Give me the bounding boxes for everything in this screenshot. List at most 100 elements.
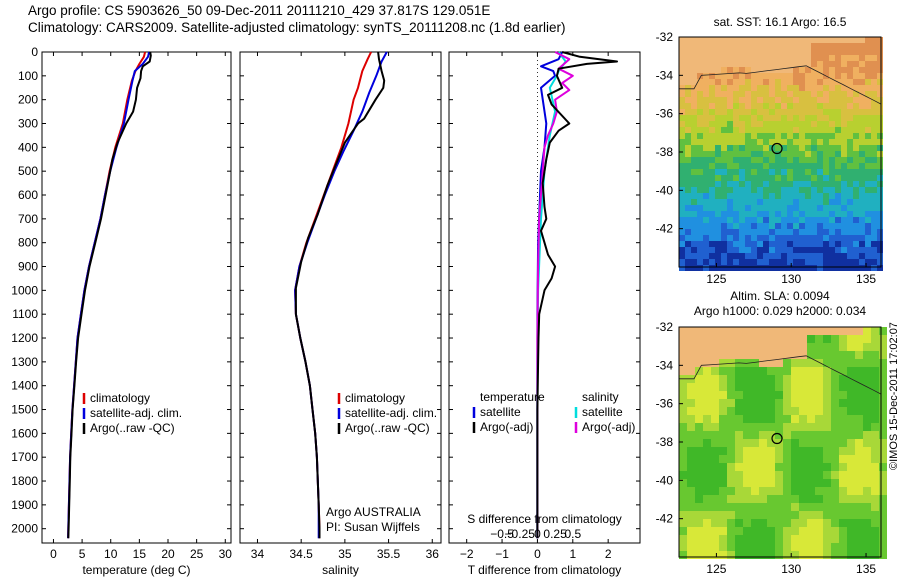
map-cell bbox=[839, 519, 847, 527]
map-cell bbox=[811, 103, 817, 109]
map-cell bbox=[691, 121, 697, 127]
map-cell bbox=[817, 229, 823, 235]
map-cell bbox=[871, 139, 877, 145]
map-cell bbox=[763, 139, 769, 145]
map-cell bbox=[859, 193, 865, 199]
map-cell bbox=[783, 551, 791, 559]
map-cell bbox=[727, 487, 735, 495]
map-cell bbox=[715, 79, 721, 85]
map-cell bbox=[745, 43, 751, 49]
map-cell bbox=[719, 551, 727, 559]
map-cell bbox=[807, 519, 815, 527]
map-cell bbox=[763, 187, 769, 193]
map-cell bbox=[687, 455, 695, 463]
map-cell bbox=[839, 503, 847, 511]
map-cell bbox=[709, 121, 715, 127]
map-cell bbox=[787, 247, 793, 253]
map-cell bbox=[799, 265, 805, 271]
map-cell bbox=[865, 193, 871, 199]
map-cell bbox=[679, 423, 687, 431]
map-cell bbox=[793, 103, 799, 109]
map-cell bbox=[871, 61, 877, 67]
map-cell bbox=[853, 217, 859, 223]
map-cell bbox=[835, 193, 841, 199]
map-cell bbox=[817, 67, 823, 73]
map-cell bbox=[727, 367, 735, 375]
map-cell bbox=[799, 551, 807, 559]
map-cell bbox=[697, 109, 703, 115]
x-tick-label: 5 bbox=[79, 547, 86, 561]
map-cell bbox=[781, 43, 787, 49]
map-cell bbox=[805, 37, 811, 43]
map-cell bbox=[799, 407, 807, 415]
map-cell bbox=[811, 235, 817, 241]
map-cell bbox=[877, 223, 883, 229]
map-cell bbox=[781, 121, 787, 127]
map-cell bbox=[871, 551, 879, 559]
map-cell bbox=[865, 97, 871, 103]
map-cell bbox=[799, 73, 805, 79]
map-cell bbox=[807, 375, 815, 383]
map-cell bbox=[791, 383, 799, 391]
map-cell bbox=[751, 217, 757, 223]
map-cell bbox=[815, 479, 823, 487]
map-cell bbox=[697, 91, 703, 97]
map-cell bbox=[879, 407, 887, 415]
map-cell bbox=[775, 193, 781, 199]
map-cell bbox=[791, 439, 799, 447]
map-cell bbox=[823, 265, 829, 271]
map-cell bbox=[763, 97, 769, 103]
map-cell bbox=[721, 109, 727, 115]
map-cell bbox=[815, 391, 823, 399]
map-cell bbox=[871, 157, 877, 163]
map-cell bbox=[879, 335, 887, 343]
map-cell bbox=[853, 193, 859, 199]
map-cell bbox=[859, 235, 865, 241]
map-cell bbox=[711, 423, 719, 431]
map-cell bbox=[859, 217, 865, 223]
map-cell bbox=[781, 139, 787, 145]
map-cell bbox=[817, 199, 823, 205]
map-cell bbox=[807, 399, 815, 407]
map-cell bbox=[853, 181, 859, 187]
map-cell bbox=[769, 193, 775, 199]
map-cell bbox=[727, 399, 735, 407]
map-cell bbox=[799, 447, 807, 455]
map-cell bbox=[783, 487, 791, 495]
map-cell bbox=[863, 415, 871, 423]
map-cell bbox=[775, 115, 781, 121]
map-cell bbox=[775, 139, 781, 145]
map-cell bbox=[745, 139, 751, 145]
map-cell bbox=[733, 265, 739, 271]
map-cell bbox=[807, 551, 815, 559]
map-cell bbox=[793, 49, 799, 55]
map-cell bbox=[871, 217, 877, 223]
map-cell bbox=[711, 439, 719, 447]
map-cell bbox=[835, 127, 841, 133]
map-cell bbox=[685, 73, 691, 79]
map-cell bbox=[783, 535, 791, 543]
map-cell bbox=[871, 487, 879, 495]
map-cell bbox=[775, 383, 783, 391]
map-cell bbox=[829, 43, 835, 49]
map-cell bbox=[817, 187, 823, 193]
map-cell bbox=[721, 181, 727, 187]
map-cell bbox=[703, 109, 709, 115]
map-cell bbox=[831, 503, 839, 511]
map-cell bbox=[831, 447, 839, 455]
map-cell bbox=[763, 121, 769, 127]
map-cell bbox=[739, 163, 745, 169]
map-cell bbox=[719, 327, 727, 335]
map-cell bbox=[871, 471, 879, 479]
map-cell bbox=[879, 359, 887, 367]
map-cell bbox=[839, 447, 847, 455]
map-cell bbox=[695, 415, 703, 423]
map-cell bbox=[839, 527, 847, 535]
map-cell bbox=[835, 151, 841, 157]
map-cell bbox=[847, 79, 853, 85]
map-cell bbox=[679, 67, 685, 73]
map-cell bbox=[877, 265, 883, 271]
imos-credit: ©IMOS 15-Dec-2011 17:02:07 bbox=[888, 322, 900, 470]
map-cell bbox=[783, 423, 791, 431]
map-cell bbox=[727, 91, 733, 97]
